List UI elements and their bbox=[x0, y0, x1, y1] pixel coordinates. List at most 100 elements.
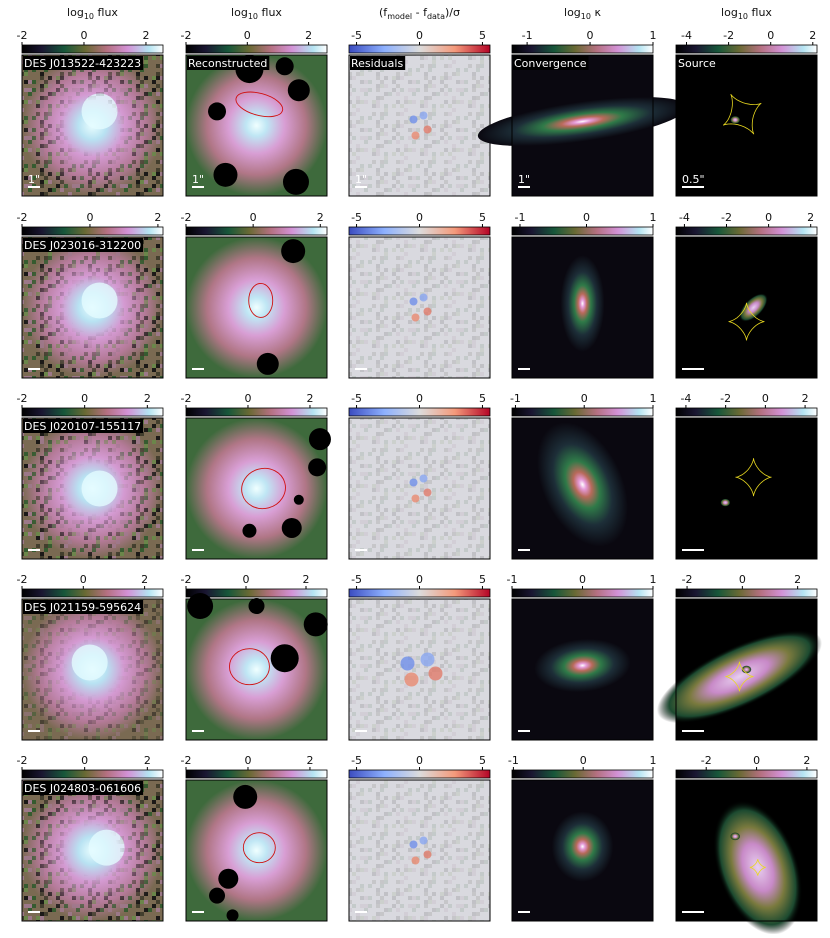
colorbar-tick-label: 5 bbox=[479, 29, 486, 42]
header-part: model bbox=[387, 12, 412, 21]
residual-blob bbox=[419, 836, 428, 845]
colorbar bbox=[675, 44, 818, 54]
residual-blob bbox=[423, 125, 432, 134]
caustic bbox=[749, 859, 766, 876]
image-panel bbox=[186, 593, 328, 740]
colorbar-tick-label: 0 bbox=[765, 211, 772, 224]
column-header: log10 κ bbox=[564, 6, 601, 21]
panel-label-bg bbox=[513, 56, 589, 70]
header-part: flux bbox=[94, 6, 118, 19]
colorbar-tick-label: 0 bbox=[243, 573, 250, 586]
panel-label-bg bbox=[677, 56, 718, 70]
image-panel bbox=[676, 780, 817, 935]
convergence bbox=[551, 811, 614, 882]
panel-label-bg bbox=[187, 56, 270, 70]
residual-blob bbox=[423, 307, 432, 316]
colorbar-tick-label: -2 bbox=[17, 392, 28, 405]
panel-frame bbox=[348, 417, 491, 560]
colorbar-tick-label: 2 bbox=[303, 573, 310, 586]
mask-blob bbox=[293, 494, 304, 505]
residual-blob bbox=[409, 478, 418, 487]
colorbar-tick-label: -1 bbox=[514, 211, 525, 224]
colorbar bbox=[348, 226, 491, 236]
image-panel bbox=[186, 780, 327, 922]
colorbar-tick-label: 0 bbox=[80, 573, 87, 586]
colorbar-tick-label: 0 bbox=[244, 392, 251, 405]
colorbar-tick-label: 0 bbox=[416, 573, 423, 586]
panel-frame bbox=[21, 598, 164, 741]
colorbar-tick-label: 0 bbox=[767, 29, 774, 42]
mask-blob bbox=[282, 168, 309, 195]
colorbar-tick-label: 2 bbox=[809, 29, 816, 42]
colorbar bbox=[675, 588, 818, 598]
colorbar bbox=[348, 588, 491, 598]
scale-label: 1" bbox=[518, 173, 530, 186]
source-halo bbox=[656, 629, 822, 724]
row-name: DES J020107-155117 bbox=[24, 420, 141, 433]
colorbar bbox=[185, 588, 328, 598]
colorbar bbox=[21, 226, 164, 236]
colorbar-tick-label: 0 bbox=[81, 754, 88, 767]
image-noise bbox=[349, 55, 490, 196]
panel-frame bbox=[185, 417, 328, 560]
mask-blob bbox=[209, 887, 226, 904]
colorbar bbox=[675, 769, 818, 779]
panel-frame bbox=[21, 417, 164, 560]
image-panel bbox=[676, 418, 817, 559]
image-panel bbox=[349, 780, 490, 921]
row-name: DES J024803-061606 bbox=[24, 782, 141, 795]
colorbar-tick-label: -2 bbox=[181, 29, 192, 42]
colorbar-tick-label: 1 bbox=[650, 392, 657, 405]
colorbar-tick-label: 1 bbox=[650, 29, 657, 42]
image-panel bbox=[349, 55, 490, 196]
panel-frame bbox=[185, 779, 328, 922]
mask-blob bbox=[233, 784, 258, 809]
header-part: 10 bbox=[248, 12, 258, 21]
header-part: flux bbox=[258, 6, 282, 19]
colorbar-tick-label: -4 bbox=[680, 392, 691, 405]
colorbar-tick-label: 1 bbox=[650, 211, 657, 224]
name-bg bbox=[23, 600, 144, 614]
colorbar-tick-label: 1 bbox=[650, 573, 657, 586]
mask-blob bbox=[248, 598, 265, 615]
colorbar-tick-label: 0 bbox=[86, 211, 93, 224]
colorbar-tick-label: 2 bbox=[306, 754, 313, 767]
image-bg bbox=[186, 418, 327, 559]
source bbox=[739, 293, 768, 322]
panel-frame bbox=[21, 236, 164, 379]
colorbar-tick-label: -2 bbox=[17, 29, 28, 42]
name-bg bbox=[23, 419, 144, 433]
image-panel bbox=[349, 599, 490, 740]
critical-curve bbox=[235, 91, 284, 118]
colorbar bbox=[185, 44, 328, 54]
panel-frame bbox=[675, 417, 818, 560]
colorbar bbox=[675, 407, 818, 417]
image-noise bbox=[22, 418, 163, 559]
colorbar-tick-label: 0 bbox=[81, 392, 88, 405]
image-panel bbox=[512, 237, 653, 378]
colorbar-tick-label: -2 bbox=[181, 754, 192, 767]
colorbar-tick-label: -1 bbox=[510, 392, 521, 405]
mask-blob bbox=[303, 612, 328, 637]
colorbar-tick-label: 0 bbox=[250, 211, 257, 224]
panel-frame bbox=[21, 779, 164, 922]
panel-frame bbox=[348, 598, 491, 741]
image-panel bbox=[22, 237, 163, 378]
mask-blob bbox=[270, 644, 299, 673]
image-panel bbox=[22, 418, 163, 559]
header-part: 10 bbox=[581, 12, 591, 21]
colorbar-tick-label: -5 bbox=[351, 29, 362, 42]
column-header: log10 flux bbox=[721, 6, 772, 21]
colorbar-tick-label: -2 bbox=[181, 392, 192, 405]
source bbox=[730, 832, 741, 841]
panel-frame bbox=[185, 598, 328, 741]
residual-blob bbox=[423, 850, 432, 859]
panel-frame bbox=[21, 54, 164, 197]
residual-blob bbox=[419, 111, 428, 120]
name-bg bbox=[23, 238, 144, 252]
image-panel bbox=[186, 55, 327, 196]
row-name: DES J023016-312200 bbox=[24, 239, 141, 252]
colorbar-tick-label: 0 bbox=[416, 392, 423, 405]
residual-blob bbox=[411, 494, 420, 503]
colorbar bbox=[348, 407, 491, 417]
